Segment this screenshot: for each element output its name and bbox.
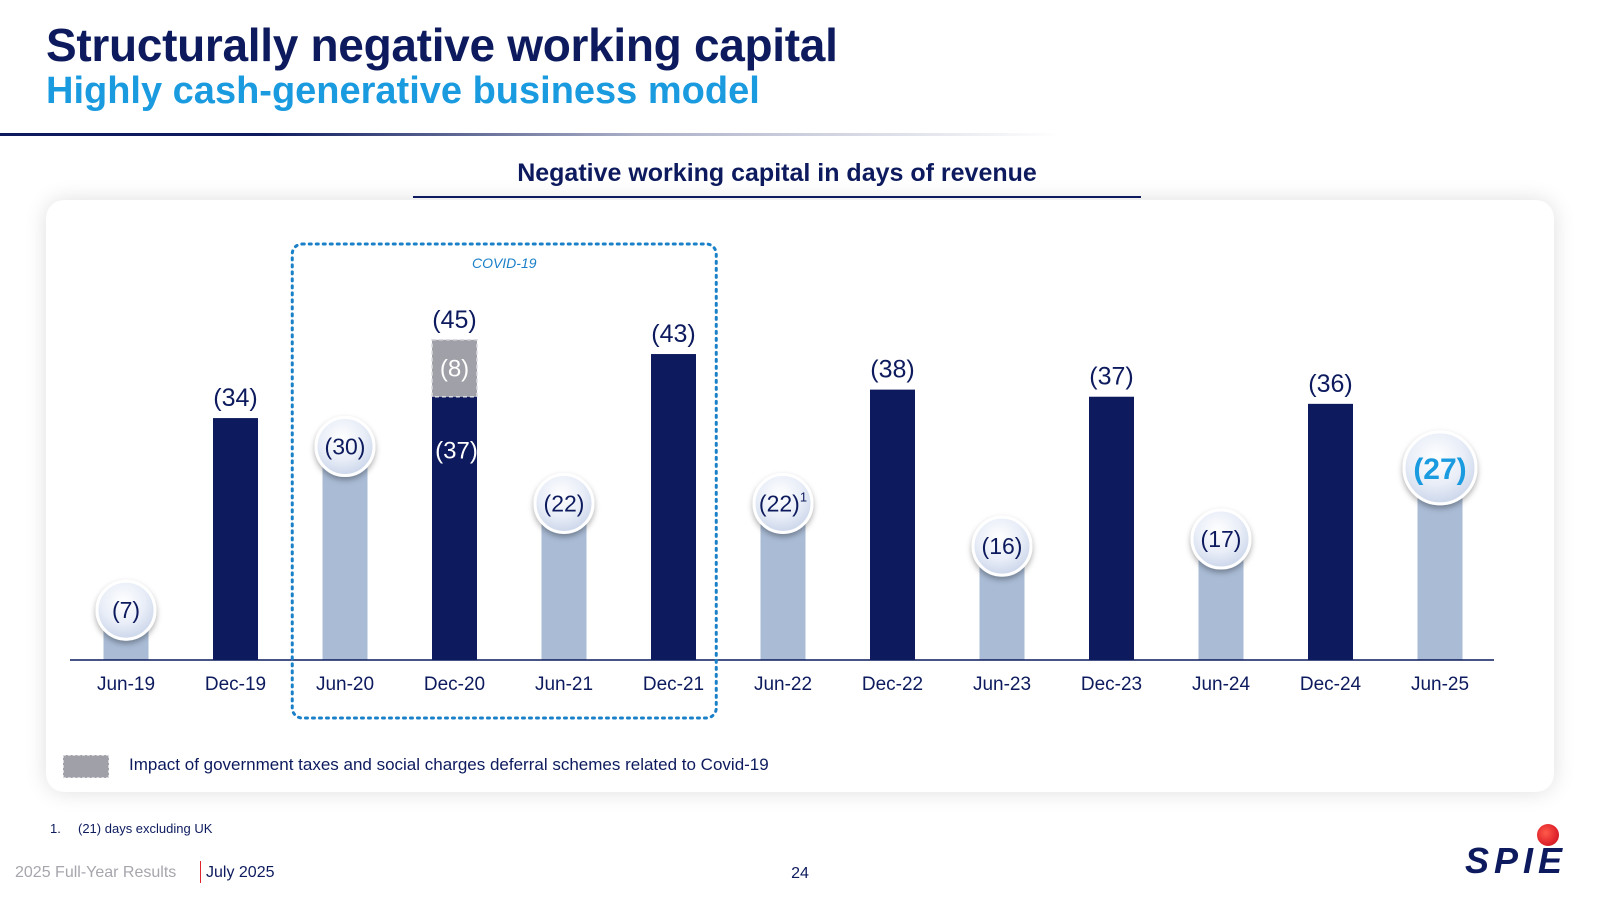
spie-dot-icon	[1537, 824, 1559, 846]
footer-report-name: 2025 Full-Year Results	[15, 864, 177, 881]
bar-dec-22	[870, 389, 915, 660]
value-bubble-jun-20: (30)	[314, 416, 376, 478]
value-label-dec-21: (43)	[651, 320, 695, 348]
x-tick-label-jun-19: Jun-19	[97, 674, 155, 695]
bubble-circle	[533, 472, 595, 534]
x-tick-label-dec-19: Dec-19	[205, 674, 266, 695]
bar-dec-19	[213, 418, 258, 660]
value-label-jun-20: (30)	[325, 434, 366, 460]
bubble-circle	[314, 416, 376, 478]
value-label-jun-23: (16)	[982, 533, 1023, 559]
bar-dec-23	[1089, 396, 1134, 660]
segment-label-covid: (8)	[440, 355, 469, 382]
x-tick-label-dec-20: Dec-20	[424, 674, 485, 695]
segment-label-base: (37)	[435, 438, 478, 465]
value-label-jun-19: (7)	[112, 597, 140, 623]
title-divider	[0, 133, 1060, 136]
value-label-dec-19: (34)	[213, 384, 257, 412]
footnote-superscript: 1	[800, 489, 807, 504]
spie-logo-text: SPIE	[1464, 840, 1568, 881]
x-tick-label-dec-24: Dec-24	[1300, 674, 1362, 695]
value-label-dec-23: (37)	[1089, 363, 1133, 391]
x-tick-label-jun-22: Jun-22	[754, 674, 812, 695]
footer-date: July 2025	[206, 864, 275, 881]
footnote-text: (21) days excluding UK	[78, 821, 213, 836]
legend-label-covid: Impact of government taxes and social ch…	[129, 755, 769, 774]
page-title: Structurally negative working capital	[46, 19, 838, 71]
covid-highlight-label: COVID-19	[472, 255, 537, 271]
page-number: 24	[791, 865, 809, 882]
value-label-dec-24: (36)	[1308, 370, 1352, 398]
chart-title: Negative working capital in days of reve…	[517, 159, 1037, 187]
bar-dec-21	[651, 354, 696, 660]
value-label-jun-24: (17)	[1201, 526, 1242, 552]
value-label-jun-25: (27)	[1413, 453, 1466, 486]
covid-highlight-box	[290, 242, 718, 720]
bubble-circle	[752, 472, 814, 534]
value-bubble-jun-21: (22)	[533, 472, 595, 534]
x-tick-label-jun-24: Jun-24	[1192, 674, 1251, 695]
value-label-jun-22: (22)1	[759, 489, 807, 516]
footer-separator	[200, 861, 201, 883]
x-tick-label-jun-20: Jun-20	[316, 674, 374, 695]
legend-swatch-covid	[63, 755, 109, 778]
bubble-circle	[971, 515, 1033, 577]
bubble-circle	[1190, 508, 1252, 570]
x-tick-label-dec-23: Dec-23	[1081, 674, 1142, 695]
bar-jun-20	[322, 446, 368, 660]
value-bubble-jun-19: (7)	[95, 579, 157, 641]
page-subtitle: Highly cash-generative business model	[46, 70, 760, 112]
value-label-jun-21: (22)	[544, 490, 585, 516]
x-tick-label-dec-22: Dec-22	[862, 674, 923, 695]
spie-logo: SPIE	[1452, 824, 1580, 882]
bubble-circle	[95, 579, 157, 641]
value-bubble-jun-23: (16)	[971, 515, 1033, 577]
value-bubble-jun-24: (17)	[1190, 508, 1252, 570]
x-tick-label-jun-25: Jun-25	[1411, 674, 1469, 695]
bar-segment-covid-dec-20	[431, 339, 478, 398]
x-tick-label-jun-21: Jun-21	[535, 674, 593, 695]
footnote-number: 1.	[50, 821, 61, 836]
x-tick-label-jun-23: Jun-23	[973, 674, 1031, 695]
value-label-dec-22: (38)	[870, 356, 914, 384]
value-bubble-jun-25: (27)	[1402, 430, 1478, 506]
x-tick-label-dec-21: Dec-21	[643, 674, 704, 695]
chart-title-underline	[413, 196, 1141, 198]
bar-dec-24	[1308, 403, 1353, 660]
value-label-dec-20: (45)	[432, 306, 476, 334]
footnote: 1. (21) days excluding UK	[50, 821, 212, 836]
value-bubble-jun-22: (22)1	[752, 472, 814, 534]
bubble-circle	[1402, 430, 1478, 506]
bar-dec-20	[432, 396, 477, 660]
